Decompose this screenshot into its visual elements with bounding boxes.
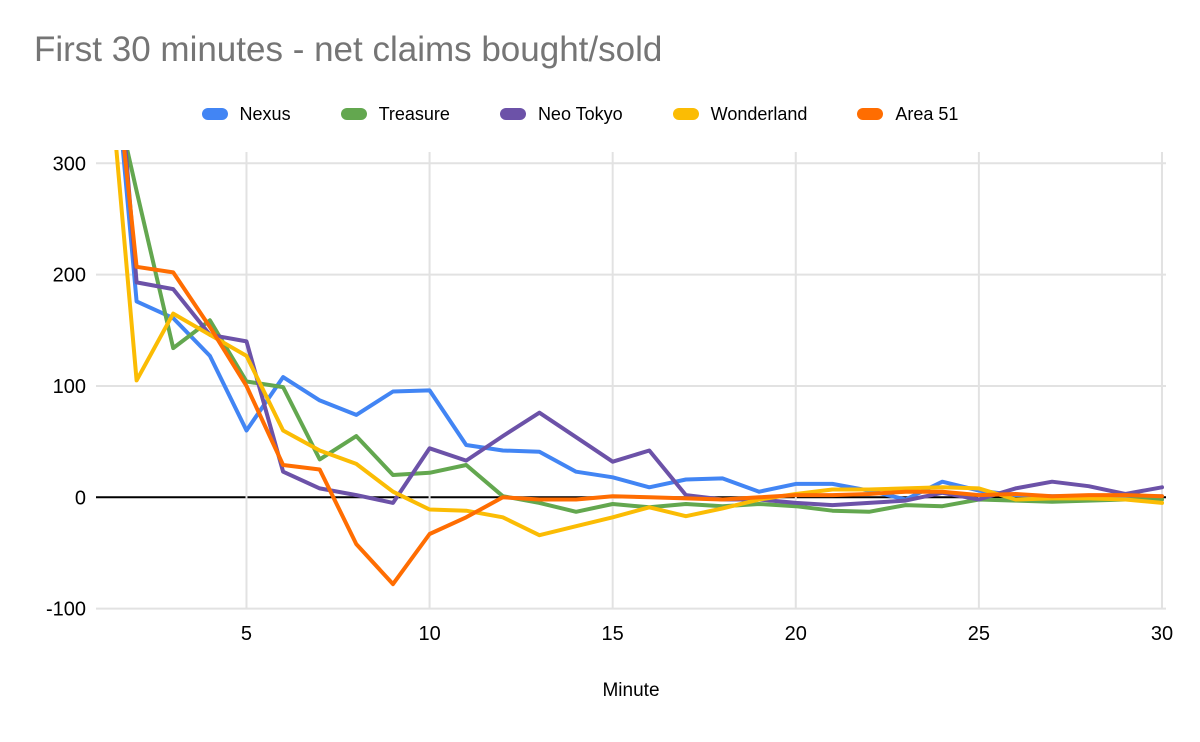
series-line-neo-tokyo [123, 150, 1164, 508]
legend-item-nexus: Nexus [201, 103, 291, 125]
y-tick-label: 0 [75, 487, 86, 509]
legend: Nexus Treasure Neo Tokyo Wonderland Area 51 [0, 100, 1160, 128]
legend-label: Neo Tokyo [537, 103, 623, 124]
x-tick-label: 5 [241, 623, 252, 645]
y-tick-label: 300 [53, 153, 86, 175]
y-tick-label: 200 [53, 265, 86, 287]
legend-swatch-neo-tokyo [499, 108, 526, 120]
legend-swatch-nexus [201, 108, 228, 120]
x-tick-label: 15 [602, 623, 624, 645]
chart-title: First 30 minutes - net claims bought/sol… [34, 30, 663, 69]
series-line-nexus [120, 150, 1164, 502]
axis-tick-labels: 300 200 100 0 -100 5 10 15 20 25 30 [46, 153, 1173, 645]
series-line-area-51 [122, 150, 1164, 587]
y-tick-label: -100 [46, 599, 86, 621]
series-line-treasure [125, 150, 1164, 514]
legend-item-treasure: Treasure [340, 103, 450, 125]
legend-item-neo-tokyo: Neo Tokyo [499, 103, 623, 125]
x-tick-label: 20 [785, 623, 807, 645]
legend-label: Treasure [378, 103, 450, 124]
legend-swatch-treasure [340, 108, 367, 120]
x-axis-title: Minute [602, 680, 659, 701]
y-tick-label: 100 [53, 376, 86, 398]
legend-label: Wonderland [710, 103, 808, 124]
x-tick-label: 30 [1151, 623, 1173, 645]
legend-item-area-51: Area 51 [857, 104, 958, 125]
series-line-wonderland [114, 150, 1164, 538]
legend-label: Area 51 [895, 103, 959, 124]
x-tick-label: 10 [418, 623, 440, 645]
series-lines [114, 150, 1164, 587]
x-tick-label: 25 [968, 623, 990, 645]
legend-item-wonderland: Wonderland [672, 103, 808, 125]
legend-swatch-area-51 [857, 108, 884, 120]
legend-label: Nexus [239, 103, 291, 124]
legend-swatch-wonderland [672, 108, 699, 120]
